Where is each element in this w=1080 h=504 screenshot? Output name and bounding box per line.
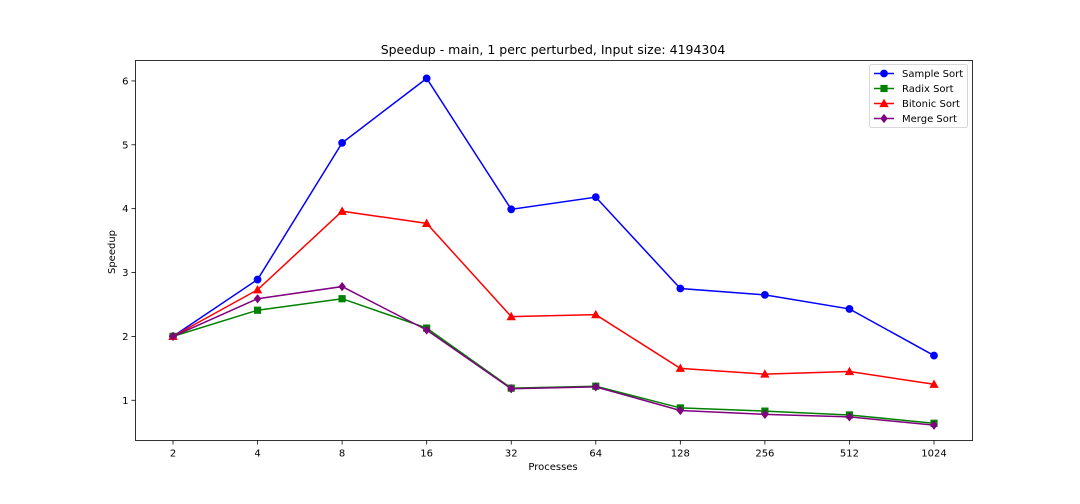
x-tick-label: 1024 — [921, 449, 946, 460]
series-line-merge-sort — [172, 285, 935, 426]
legend-item-merge-sort: Merge Sort — [874, 113, 957, 125]
data-point-sample-sort — [422, 74, 431, 83]
data-point-merge-sort — [253, 294, 262, 304]
y-axis: 1 2 3 4 5 6 — [122, 76, 136, 407]
x-tick-label: 512 — [840, 449, 859, 460]
x-tick-label: 128 — [671, 449, 690, 460]
data-point-merge-sort — [930, 420, 938, 430]
data-point-sample-sort — [591, 193, 600, 202]
data-point-merge-sort — [676, 405, 685, 416]
y-tick-label: 6 — [122, 76, 128, 87]
series-line-bitonic-sort — [172, 210, 935, 386]
data-point-merge-sort — [338, 281, 346, 292]
data-point-bitonic-sort — [252, 284, 263, 294]
data-point-bitonic-sort — [929, 379, 939, 388]
x-axis-label: Processes — [528, 462, 577, 473]
data-point-sample-sort — [760, 290, 769, 299]
data-point-radix-sort — [253, 306, 262, 314]
data-point-bitonic-sort — [844, 366, 855, 376]
data-point-bitonic-sort — [675, 363, 686, 372]
legend-marker — [879, 98, 889, 108]
data-point-merge-sort — [761, 409, 769, 419]
data-point-merge-sort — [422, 325, 431, 335]
data-point-merge-sort — [169, 331, 177, 342]
y-tick-label: 4 — [122, 204, 128, 215]
x-tick-label: 8 — [339, 449, 345, 460]
legend-label: Radix Sort — [902, 84, 954, 95]
data-point-sample-sort — [676, 284, 685, 293]
x-tick-label: 2 — [170, 449, 176, 460]
data-point-bitonic-sort — [421, 218, 432, 227]
legend-marker — [880, 69, 888, 78]
data-point-bitonic-sort — [337, 206, 347, 215]
y-tick-label: 3 — [122, 268, 128, 279]
series-merge-sort — [169, 281, 938, 430]
data-point-sample-sort — [253, 275, 262, 284]
y-tick-label: 5 — [122, 140, 128, 151]
legend: Sample Sort Radix Sort Bitonic Sort Merge S… — [869, 64, 968, 128]
x-axis: 2 4 8 16 32 64 128 256 512 1024 — [170, 440, 947, 460]
data-point-sample-sort — [845, 305, 854, 313]
legend-label: Bitonic Sort — [902, 99, 960, 110]
y-tick-label: 1 — [122, 396, 128, 407]
data-point-bitonic-sort — [591, 309, 601, 319]
x-tick-label: 4 — [254, 449, 260, 460]
data-point-merge-sort — [592, 382, 600, 392]
plot-frame — [135, 60, 973, 441]
data-point-merge-sort — [845, 412, 854, 422]
data-point-bitonic-sort — [760, 369, 770, 378]
data-point-sample-sort — [930, 351, 938, 360]
x-tick-label: 16 — [420, 449, 433, 460]
data-point-sample-sort — [338, 138, 347, 147]
legend-marker — [880, 113, 888, 124]
series-line-sample-sort — [172, 77, 935, 357]
data-point-sample-sort — [507, 205, 516, 214]
legend-marker — [880, 84, 888, 93]
x-tick-label: 256 — [755, 449, 774, 460]
data-point-bitonic-sort — [506, 311, 516, 321]
y-tick-label: 2 — [122, 332, 128, 343]
legend-box — [869, 64, 968, 128]
legend-item-sample-sort: Sample Sort — [874, 69, 963, 80]
series-sample-sort — [169, 74, 938, 360]
legend-label: Merge Sort — [902, 114, 957, 125]
series-bitonic-sort — [168, 206, 939, 388]
legend-label: Sample Sort — [902, 69, 963, 80]
data-point-radix-sort — [338, 295, 346, 303]
series-layer — [168, 74, 939, 430]
y-axis-label: Speedup — [107, 230, 118, 274]
x-tick-label: 32 — [505, 449, 518, 460]
series-line-radix-sort — [172, 297, 935, 425]
chart-title: Speedup - main, 1 perc perturbed, Input … — [381, 42, 726, 57]
data-point-merge-sort — [507, 384, 515, 394]
x-tick-label: 64 — [589, 449, 602, 460]
legend-item-bitonic-sort: Bitonic Sort — [874, 98, 960, 110]
legend-item-radix-sort: Radix Sort — [874, 84, 954, 95]
